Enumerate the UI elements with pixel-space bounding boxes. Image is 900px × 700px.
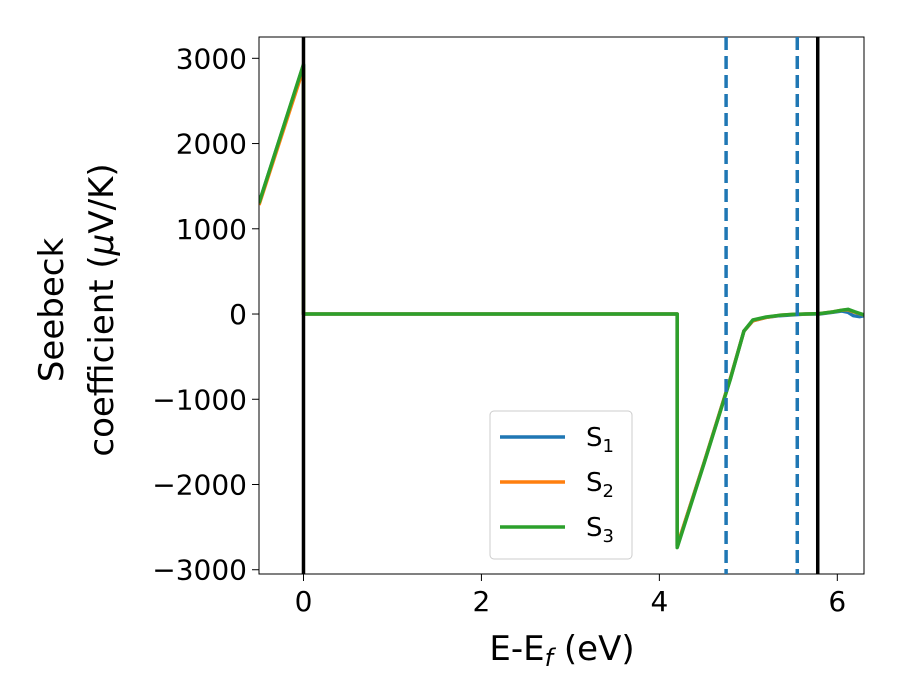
y-axis-label-line1: Seebeck xyxy=(32,238,72,383)
reference-lines xyxy=(301,37,820,574)
x-axis: 0 2 4 6 xyxy=(295,574,846,618)
y-tick-label: 0 xyxy=(229,298,247,331)
y-tick-label: −1000 xyxy=(152,383,247,416)
y-tick-label: 3000 xyxy=(176,42,247,75)
y-tick-label: −2000 xyxy=(152,469,247,502)
y-axis-label: Seebeck coefficient (μV/K) xyxy=(32,163,122,456)
series-layer xyxy=(259,62,864,550)
y-tick-label: 2000 xyxy=(176,128,247,161)
x-tick-label: 0 xyxy=(295,585,313,618)
y-tick-label: 1000 xyxy=(176,213,247,246)
y-axis-label-line2: coefficient (μV/K) xyxy=(82,163,122,456)
series-line-3 xyxy=(259,62,864,550)
y-tick-label: −3000 xyxy=(152,554,247,587)
x-tick-label: 4 xyxy=(650,585,668,618)
plot-frame xyxy=(258,36,865,575)
y-axis: 3000 2000 1000 0 −1000 −2000 −3000 xyxy=(152,42,259,587)
legend: S1 S2 S3 xyxy=(489,410,633,560)
legend-label-2: S2 xyxy=(586,468,614,502)
x-tick-label: 6 xyxy=(828,585,846,618)
legend-box xyxy=(489,410,633,560)
legend-label-3: S3 xyxy=(586,513,614,547)
legend-label-1: S1 xyxy=(586,423,614,457)
x-tick-label: 2 xyxy=(473,585,491,618)
x-axis-label: E-Ef (eV) xyxy=(489,629,634,672)
